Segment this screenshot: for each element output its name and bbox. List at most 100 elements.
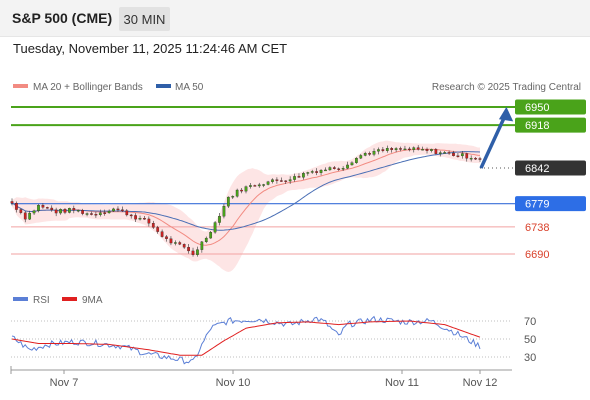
candle-body xyxy=(324,169,327,172)
level-label-6950: 6950 xyxy=(525,102,549,114)
candle-body xyxy=(306,172,310,174)
candle-body xyxy=(116,208,120,211)
x-ticks: Nov 7 Nov 10 Nov 11 Nov 12 xyxy=(10,366,498,389)
candle-body xyxy=(359,155,363,159)
candle-body xyxy=(76,210,80,212)
candle-body xyxy=(275,179,279,181)
candle-body xyxy=(293,176,296,180)
x-tick-label: Nov 10 xyxy=(216,377,251,389)
candle-body xyxy=(151,223,155,228)
candle-body xyxy=(434,149,438,154)
candles xyxy=(10,145,482,257)
x-tick-label: Nov 11 xyxy=(385,377,419,389)
candle-body xyxy=(107,210,111,214)
candle-body xyxy=(381,149,385,151)
candle-body xyxy=(19,209,23,213)
candle-body xyxy=(341,168,345,170)
candle-body xyxy=(297,176,301,178)
candle-body xyxy=(103,212,107,214)
candle-body xyxy=(41,205,45,208)
level-box-6950 xyxy=(515,99,586,115)
candle-body xyxy=(54,209,58,214)
projection-arrow-head xyxy=(498,106,514,122)
candle-body xyxy=(37,205,40,211)
candle-body xyxy=(249,185,252,187)
candle-body xyxy=(218,216,221,223)
ma50-legend-label: MA 50 xyxy=(175,82,204,93)
candle-body xyxy=(315,171,318,173)
candle-body xyxy=(332,167,336,169)
timeframe-button[interactable]: 30 MIN xyxy=(119,7,170,31)
candle-body xyxy=(204,237,208,243)
projection-arrow-shaft xyxy=(479,117,506,169)
candle-body xyxy=(465,153,469,159)
candle-body xyxy=(416,147,420,150)
header-bar: S&P 500 (CME) 30 MIN xyxy=(0,0,590,37)
rsi-level-label-70: 70 xyxy=(524,316,536,328)
candle-body xyxy=(377,149,380,152)
level-box-6842 xyxy=(515,160,586,176)
candle-body xyxy=(59,209,62,214)
candle-body xyxy=(452,152,455,156)
candle-body xyxy=(372,151,376,155)
candle-body xyxy=(271,179,274,182)
candle-body xyxy=(15,203,18,210)
rsi-panel: 70 50 30 xyxy=(11,315,536,365)
level-label-6690: 6690 xyxy=(525,249,549,261)
candle-body xyxy=(302,173,305,178)
candle-body xyxy=(469,158,473,160)
candle-body xyxy=(90,213,93,215)
candle-body xyxy=(45,207,49,209)
level-box-6918 xyxy=(515,117,586,133)
candle-body xyxy=(187,247,190,252)
candle-body xyxy=(129,214,133,217)
rsi-legend-swatch xyxy=(13,297,28,301)
candle-body xyxy=(112,208,115,212)
candle-body xyxy=(430,149,433,151)
candle-body xyxy=(443,152,447,154)
moving-averages xyxy=(11,148,481,246)
candle-body xyxy=(85,213,89,215)
x-tick-label: Nov 7 xyxy=(50,377,79,389)
rsi-legend-label: RSI xyxy=(33,295,50,306)
candle-body xyxy=(421,149,424,151)
candle-body xyxy=(346,164,349,169)
credit-text: Research © 2025 Trading Central xyxy=(432,82,581,93)
level-box-6779 xyxy=(515,196,586,212)
rsi-ma-legend-swatch xyxy=(62,297,77,301)
candle-body xyxy=(143,218,146,220)
candle-body xyxy=(222,205,226,217)
rsi-ma-line xyxy=(11,320,481,356)
candle-body xyxy=(266,181,270,185)
candle-body xyxy=(438,152,442,154)
candle-body xyxy=(310,171,314,173)
candle-body xyxy=(337,168,341,170)
rsi-level-label-30: 30 xyxy=(524,352,536,364)
candle-body xyxy=(385,148,389,151)
candle-body xyxy=(160,231,164,237)
level-label-6842: 6842 xyxy=(525,163,549,175)
candle-body xyxy=(394,148,398,151)
candle-body xyxy=(447,152,451,154)
candle-body xyxy=(81,210,84,214)
candle-body xyxy=(240,189,243,192)
candle-body xyxy=(174,242,177,244)
x-tick-label: Nov 12 xyxy=(463,377,498,389)
candle-body xyxy=(28,212,32,220)
candle-body xyxy=(231,196,235,198)
candle-body xyxy=(63,209,67,213)
projection-arrow xyxy=(479,106,514,169)
level-label-6779: 6779 xyxy=(525,199,549,211)
candle-body xyxy=(262,184,266,186)
candle-body xyxy=(182,244,186,248)
candle-body xyxy=(200,241,204,250)
candle-body xyxy=(390,148,394,151)
candle-body xyxy=(288,179,292,182)
candle-body xyxy=(425,149,429,151)
ma20-line xyxy=(11,148,481,246)
candle-body xyxy=(460,153,464,157)
candle-body xyxy=(474,158,477,160)
level-label-6918: 6918 xyxy=(525,120,549,132)
candle-body xyxy=(368,153,371,155)
level-label-6738: 6738 xyxy=(525,222,549,234)
